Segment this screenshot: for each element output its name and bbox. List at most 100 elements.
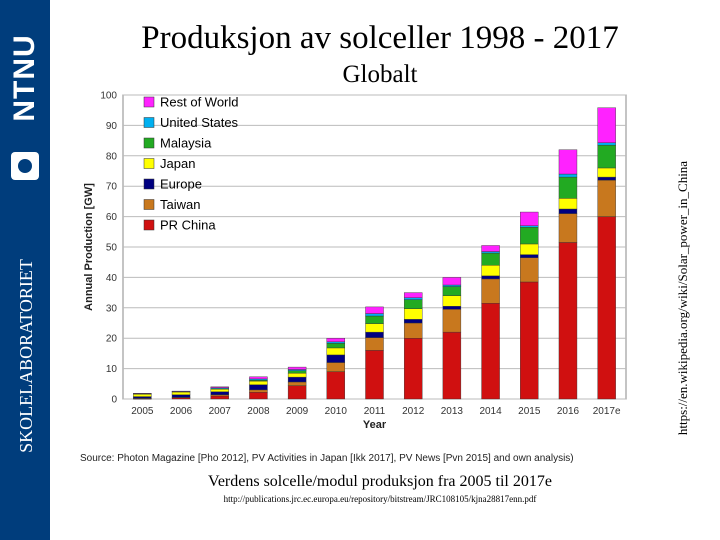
- bar-segment-taiwan: [442, 309, 462, 333]
- x-tick-label: 2012: [402, 406, 425, 417]
- bar-segment-rest-of-world: [171, 390, 191, 392]
- legend-label: Japan: [160, 156, 195, 171]
- legend-label: Europe: [160, 177, 202, 192]
- x-tick-label: 2007: [209, 406, 232, 417]
- bar-segment-malaysia: [520, 227, 539, 245]
- bar-segment-rest-of-world: [481, 245, 500, 252]
- bar-segment-japan: [249, 380, 268, 385]
- bar-segment-rest-of-world: [558, 149, 578, 175]
- bar-segment-united-states: [442, 284, 462, 287]
- bar-segment-europe: [171, 394, 191, 398]
- bar-segment-pr-china: [365, 350, 384, 400]
- x-tick-label: 2014: [479, 406, 502, 417]
- bar-segment-taiwan: [558, 213, 578, 243]
- y-tick-label: 100: [100, 91, 117, 102]
- x-tick-label: 2006: [170, 406, 193, 417]
- bar-segment-japan: [287, 372, 307, 378]
- y-tick-label: 10: [106, 364, 118, 375]
- bar-segment-united-states: [403, 297, 423, 300]
- bar-segment-rest-of-world: [210, 386, 229, 388]
- x-tick-label: 2015: [518, 406, 541, 417]
- bar-segment-taiwan: [403, 322, 423, 339]
- x-tick-label: 2010: [325, 406, 348, 417]
- bar-segment-japan: [442, 295, 462, 307]
- bar-segment-europe: [558, 208, 578, 214]
- bar-segment-pr-china: [481, 303, 500, 400]
- bar-segment-japan: [520, 243, 539, 255]
- bar-segment-united-states: [597, 142, 616, 146]
- legend-swatch: [143, 219, 155, 231]
- legend-swatch: [143, 158, 155, 169]
- bar-segment-japan: [133, 393, 152, 397]
- x-tick-label: 2011: [364, 406, 386, 417]
- figure-caption: Verdens solcelle/modul produksjon fra 20…: [208, 473, 552, 490]
- x-axis-label: Year: [363, 419, 387, 431]
- y-tick-label: 30: [106, 303, 118, 314]
- bar-segment-taiwan: [365, 337, 384, 351]
- bar-segment-europe: [287, 376, 307, 383]
- bar-segment-pr-china: [520, 281, 539, 400]
- legend-label: Malaysia: [160, 136, 212, 151]
- legend-label: Rest of World: [160, 95, 239, 110]
- legend-label: Taiwan: [160, 197, 200, 212]
- bar-segment-rest-of-world: [597, 107, 616, 143]
- page-title: Produksjon av solceller 1998 - 2017: [141, 20, 619, 56]
- bar-segment-taiwan: [481, 278, 500, 304]
- x-tick-label: 2005: [131, 406, 154, 417]
- y-tick-label: 50: [106, 243, 118, 254]
- wikipedia-link[interactable]: https://en.wikipedia.org/wiki/Solar_powe…: [675, 160, 690, 436]
- y-tick-label: 90: [106, 121, 118, 132]
- bar-segment-pr-china: [442, 331, 462, 400]
- bar-segment-japan: [481, 265, 500, 277]
- bar-segment-rest-of-world: [442, 277, 462, 286]
- legend-label: PR China: [160, 218, 216, 233]
- bar-segment-taiwan: [326, 362, 346, 372]
- bar-segment-japan: [558, 198, 578, 210]
- x-tick-label: 2016: [557, 406, 580, 417]
- bar-segment-europe: [403, 319, 423, 324]
- bar-segment-malaysia: [481, 252, 500, 266]
- bar-segment-japan: [171, 391, 191, 395]
- bar-segment-japan: [365, 323, 384, 333]
- bar-segment-rest-of-world: [133, 393, 152, 394]
- bar-segment-malaysia: [442, 286, 462, 296]
- bar-segment-europe: [442, 306, 462, 310]
- production-chart: 0 10 20 30 40 50 60 70 80 90 100 2005 2006 2007 2008 20…: [80, 91, 627, 464]
- grid: [122, 94, 627, 400]
- bar-segment-pr-china: [403, 337, 423, 400]
- source-url[interactable]: http://publications.jrc.ec.europa.eu/rep…: [223, 494, 537, 504]
- bar-segment-pr-china: [597, 216, 616, 400]
- bar-segment-pr-china: [287, 385, 307, 400]
- legend-swatch: [143, 178, 155, 190]
- bar-segment-europe: [210, 391, 229, 395]
- bar-segment-europe: [326, 354, 346, 363]
- y-tick-label: 60: [106, 212, 118, 223]
- bar-segment-taiwan: [249, 389, 268, 393]
- y-tick-label: 70: [106, 182, 118, 193]
- bar-segment-europe: [597, 176, 616, 181]
- bar-segment-united-states: [481, 251, 500, 254]
- bar-segment-united-states: [365, 313, 384, 317]
- bar-segment-united-states: [520, 225, 539, 228]
- bar-segment-malaysia: [558, 176, 578, 199]
- legend-swatch: [143, 137, 155, 149]
- y-tick-label: 80: [106, 151, 118, 162]
- bar-segment-pr-china: [326, 371, 346, 400]
- bar-segment-europe: [365, 331, 384, 338]
- bar-segment-malaysia: [597, 144, 616, 169]
- x-tick-label: 2009: [286, 406, 309, 417]
- y-tick-label: 0: [111, 395, 117, 406]
- bar-segment-pr-china: [210, 395, 229, 400]
- legend: Rest of World United States Malaysia Japan E…: [143, 95, 239, 233]
- bar-segment-japan: [326, 347, 346, 356]
- bar-segment-taiwan: [597, 179, 616, 217]
- bar-segment-united-states: [326, 341, 346, 344]
- x-tick-label: 2013: [441, 406, 464, 417]
- x-tick-label: 2008: [247, 406, 270, 417]
- bar-segment-malaysia: [287, 370, 307, 374]
- y-axis-label: Annual Production [GW]: [83, 183, 95, 311]
- bar-segment-europe: [133, 396, 152, 399]
- bar-segment-japan: [210, 388, 229, 392]
- sidebar: NTNU SKOLELABORATORIET: [0, 0, 50, 540]
- bar-segment-malaysia: [326, 343, 346, 349]
